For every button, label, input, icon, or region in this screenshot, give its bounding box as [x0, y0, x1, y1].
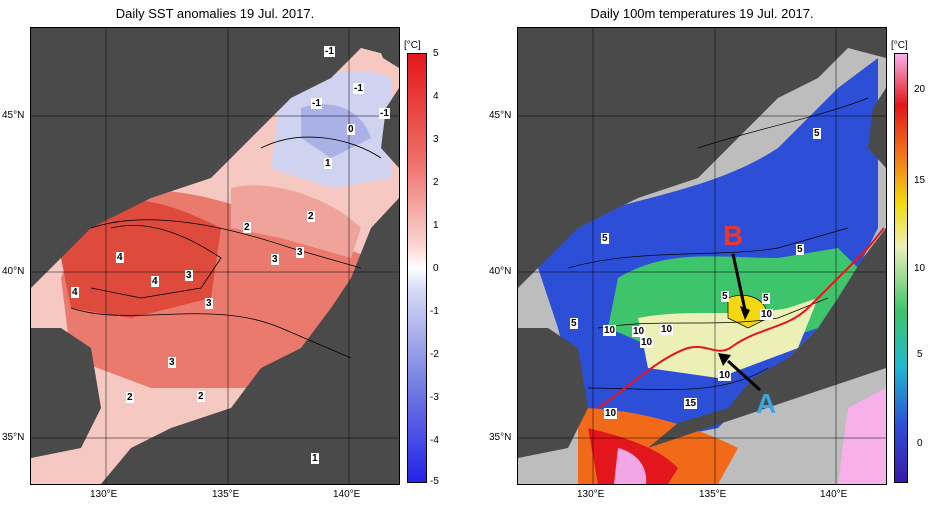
contour-label: 4	[151, 276, 159, 287]
contour-label: -1	[379, 108, 390, 119]
colorbar-tick: 10	[914, 263, 926, 274]
lat-label: 45°N	[489, 110, 512, 121]
contour-label: 5	[721, 291, 729, 302]
contour-label: 3	[296, 247, 304, 258]
lon-label: 140°E	[820, 489, 848, 500]
contour-label: -1	[324, 46, 335, 57]
colorbar-tick: -3	[430, 392, 439, 403]
contour-label: 3	[205, 298, 213, 309]
sst-anomaly-map-svg	[31, 28, 399, 484]
temperature-colorbar	[894, 53, 908, 483]
hokkaido-land	[868, 88, 886, 168]
right-map-title: Daily 100m temperatures 19 Jul. 2017.	[590, 6, 814, 21]
sst-anomaly-map: -1 -1 -1 -1 0 1 2 2 3 3 4 4 4 3 3 3 2 2 …	[30, 27, 400, 485]
contour-label: 4	[116, 252, 124, 263]
contour-label: 2	[197, 391, 205, 402]
colorbar-tick: 3	[433, 134, 439, 145]
temperature-100m-map-svg	[518, 28, 886, 484]
contour-label: 15	[684, 398, 698, 409]
lat-label: 45°N	[2, 110, 25, 121]
lon-label: 140°E	[333, 489, 361, 500]
contour-label: 3	[168, 357, 176, 368]
contour-label: 5	[601, 233, 609, 244]
contour-label: 3	[271, 254, 279, 265]
temperature-100m-map: 5 5 5 5 5 5 10 10 10 10 10 10 15 10 B A	[517, 27, 887, 485]
lat-label: 40°N	[489, 266, 512, 277]
contour-label: 10	[640, 337, 654, 348]
contour-label: 5	[813, 128, 821, 139]
marker-arrows	[726, 253, 762, 392]
dokdo-island-land	[642, 112, 654, 124]
contour-label: 1	[311, 453, 319, 464]
lon-label: 130°E	[90, 489, 118, 500]
contour-label: 10	[604, 408, 618, 419]
contour-label: -1	[311, 98, 322, 109]
colorbar-tick: -1	[430, 306, 439, 317]
lat-label: 35°N	[489, 432, 512, 443]
colorbar-tick: 2	[433, 177, 439, 188]
contour-label: 3	[185, 270, 193, 281]
colorbar-tick: 4	[433, 91, 439, 102]
korea-peninsula-land	[518, 328, 588, 458]
colorbar-tick: -5	[430, 476, 439, 487]
left-map-title: Daily SST anomalies 19 Jul. 2017.	[115, 6, 315, 21]
contour-label: 10	[603, 325, 617, 336]
japan-honshu-land	[101, 198, 399, 484]
lat-label: 35°N	[2, 432, 25, 443]
asia-continent-land	[518, 28, 886, 288]
contour-label: 4	[71, 287, 79, 298]
temperature-colorbar-unit: [°C]	[891, 40, 908, 51]
contour-label: 1	[324, 158, 332, 169]
contour-label: 2	[126, 392, 134, 403]
contour-label: -1	[353, 83, 364, 94]
contour-label: 10	[660, 324, 674, 335]
contour-label: 2	[243, 222, 251, 233]
contour-label: 0	[347, 124, 355, 135]
contour-label: 2	[307, 211, 315, 222]
contour-label: 10	[632, 326, 646, 337]
colorbar-tick: 5	[917, 349, 923, 360]
colorbar-tick: -2	[430, 349, 439, 360]
korea-peninsula-land	[31, 328, 101, 458]
hokkaido-land	[381, 88, 399, 168]
dokdo-island-land	[155, 112, 167, 124]
lon-label: 130°E	[577, 489, 605, 500]
contour-label: 10	[718, 370, 732, 381]
colorbar-tick: 5	[433, 48, 439, 59]
anomaly-colorbar	[407, 53, 427, 483]
marker-b-label: B	[723, 220, 744, 251]
colorbar-tick: 1	[433, 220, 439, 231]
contour-label: 5	[762, 293, 770, 304]
lat-label: 40°N	[2, 266, 25, 277]
lon-label: 135°E	[699, 489, 727, 500]
contour-label: 5	[570, 318, 578, 329]
colorbar-tick: 0	[917, 438, 923, 449]
contour-label: 10	[760, 309, 774, 320]
asia-continent-land	[31, 28, 399, 288]
kuroshio-front-line	[597, 227, 885, 409]
colorbar-tick: 0	[433, 263, 439, 274]
lon-label: 135°E	[212, 489, 240, 500]
colorbar-tick: 15	[914, 175, 926, 186]
sakhalin-island-land	[371, 28, 399, 68]
anomaly-colorbar-unit: [°C]	[404, 40, 421, 51]
japan-honshu-land	[648, 228, 886, 448]
marker-a-label: A	[756, 388, 777, 419]
colorbar-tick: -4	[430, 435, 439, 446]
colorbar-tick: 20	[914, 84, 926, 95]
contour-label: 5	[796, 244, 804, 255]
